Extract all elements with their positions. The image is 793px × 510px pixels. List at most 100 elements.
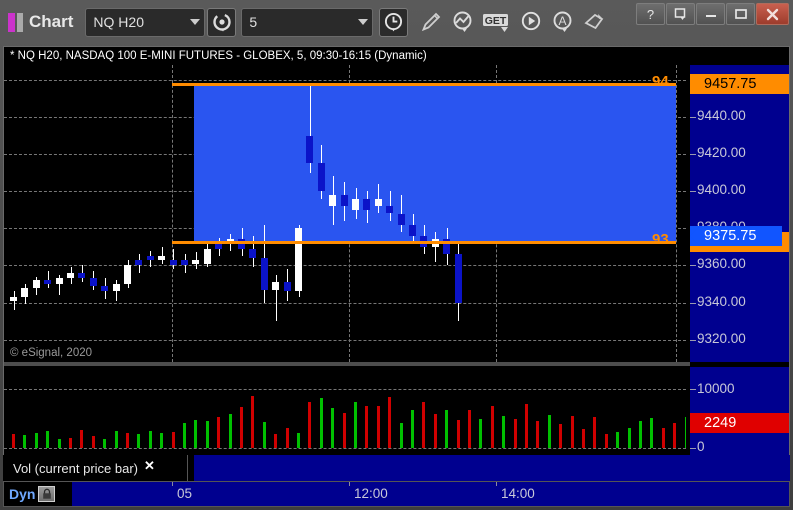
volume-bar: [240, 407, 243, 448]
volume-bar: [456, 419, 460, 448]
candle-body: [21, 287, 29, 298]
volume-bar: [388, 396, 392, 448]
study-legend[interactable]: Vol (current price bar) ✕: [3, 455, 188, 481]
restore-down-button[interactable]: [666, 3, 695, 25]
volume-bar: [331, 408, 335, 448]
volume-pane[interactable]: [4, 367, 686, 462]
volume-bar: [399, 422, 403, 448]
lock-icon[interactable]: [38, 486, 56, 502]
vertical-gridline: [172, 65, 173, 362]
candle-body: [158, 256, 166, 260]
app-title: Chart: [29, 12, 74, 31]
clock-icon: [385, 12, 403, 31]
studies-button[interactable]: [448, 7, 478, 37]
dynamic-mode-indicator[interactable]: Dyn: [4, 482, 72, 506]
app-logo: Chart: [8, 12, 73, 32]
close-icon[interactable]: ✕: [144, 457, 155, 473]
annotation-button[interactable]: A: [548, 7, 578, 37]
close-button[interactable]: [756, 3, 789, 25]
upper-level-tag[interactable]: 9457.75: [690, 74, 789, 95]
svg-text:A: A: [559, 14, 567, 28]
send-button[interactable]: [580, 7, 610, 37]
play-button[interactable]: [516, 7, 546, 37]
chart-area[interactable]: * NQ H20, NASDAQ 100 E-MINI FUTURES - GL…: [3, 46, 790, 486]
study-legend-row: Vol (current price bar) ✕: [3, 455, 790, 481]
volume-tick-mark: [690, 448, 696, 449]
price-tick-9360-00: 9360.00: [697, 256, 746, 272]
volume-axis[interactable]: 10000 0 2249: [690, 367, 789, 462]
candle-wick: [173, 248, 175, 270]
time-template-button[interactable]: [379, 7, 409, 37]
vertical-gridline: [676, 65, 677, 362]
gridline: [4, 79, 686, 81]
candle-body: [192, 259, 200, 264]
study-legend-label: Vol (current price bar): [13, 460, 138, 476]
panel-divider[interactable]: [4, 362, 690, 366]
dyn-label: Dyn: [9, 486, 36, 502]
symbol-value: NQ H20: [93, 14, 144, 30]
candle-body: [386, 206, 394, 214]
toolbar: Chart NQ H20 5: [0, 0, 793, 44]
watermark: © eSignal, 2020: [10, 347, 93, 359]
volume-bar: [114, 430, 118, 448]
last-price-tag[interactable]: 9375.75: [690, 226, 782, 247]
interval-input[interactable]: 5: [241, 7, 374, 37]
highlight-rectangle[interactable]: [194, 84, 676, 243]
time-tick-mark: [349, 482, 350, 486]
get-button[interactable]: GET: [480, 7, 514, 37]
volume-bar: [513, 419, 517, 448]
refresh-symbol-button[interactable]: [207, 7, 237, 37]
play-icon: [522, 11, 541, 31]
price-axis[interactable]: 9440.009420.009400.009380.009360.009340.…: [690, 65, 789, 362]
volume-bar: [684, 416, 686, 448]
svg-text:GET: GET: [485, 15, 507, 27]
legend-filler: [194, 455, 790, 481]
volume-bar: [639, 420, 642, 448]
minimize-button[interactable]: [696, 3, 725, 25]
volume-bar: [297, 432, 300, 448]
volume-bar: [23, 434, 27, 448]
help-button[interactable]: ?: [636, 3, 665, 25]
candle-body: [454, 254, 462, 303]
chevron-down-icon[interactable]: [354, 9, 372, 36]
volume-gridline: [4, 389, 686, 390]
level-line-support[interactable]: [172, 241, 676, 245]
last-price-tag-value: 9375.75: [704, 228, 757, 245]
level-line-resistance[interactable]: [172, 83, 676, 87]
window-controls: ?: [636, 3, 789, 25]
candle-body: [329, 194, 337, 207]
chevron-down-icon[interactable]: [186, 9, 204, 36]
maximize-button[interactable]: [726, 3, 755, 25]
volume-tag[interactable]: 2249: [690, 413, 789, 433]
volume-bar: [46, 431, 50, 448]
candle-body: [10, 297, 17, 301]
candle-body: [363, 198, 371, 210]
candle-body: [397, 213, 405, 225]
price-pane[interactable]: 94 93 © eSignal, 2020: [4, 65, 686, 362]
volume-bar: [80, 430, 84, 448]
volume-bar: [69, 437, 72, 448]
time-tick-mark: [496, 482, 497, 486]
volume-bar: [604, 433, 608, 448]
candle-body: [112, 284, 120, 292]
price-tick-mark: [690, 154, 696, 156]
symbol-input[interactable]: NQ H20: [85, 7, 206, 37]
restore-down-icon: [674, 7, 685, 20]
volume-bar: [673, 423, 677, 448]
candle-body: [146, 256, 154, 260]
candle-body: [124, 265, 131, 285]
volume-bar: [582, 429, 585, 448]
price-tick-mark: [690, 191, 696, 193]
volume-bar: [12, 434, 15, 448]
volume-tick-10000: 10000: [697, 381, 735, 396]
candle-body: [249, 248, 257, 259]
candle-body: [181, 259, 188, 266]
time-axis[interactable]: Dyn 05 12:00 14:00: [3, 481, 790, 507]
volume-bar: [627, 427, 631, 448]
gridline: [4, 339, 686, 341]
candle-body: [409, 224, 416, 236]
help-icon: ?: [646, 6, 655, 22]
candle-body: [260, 258, 268, 290]
volume-bar: [217, 416, 221, 448]
draw-tool-button[interactable]: [416, 7, 446, 37]
